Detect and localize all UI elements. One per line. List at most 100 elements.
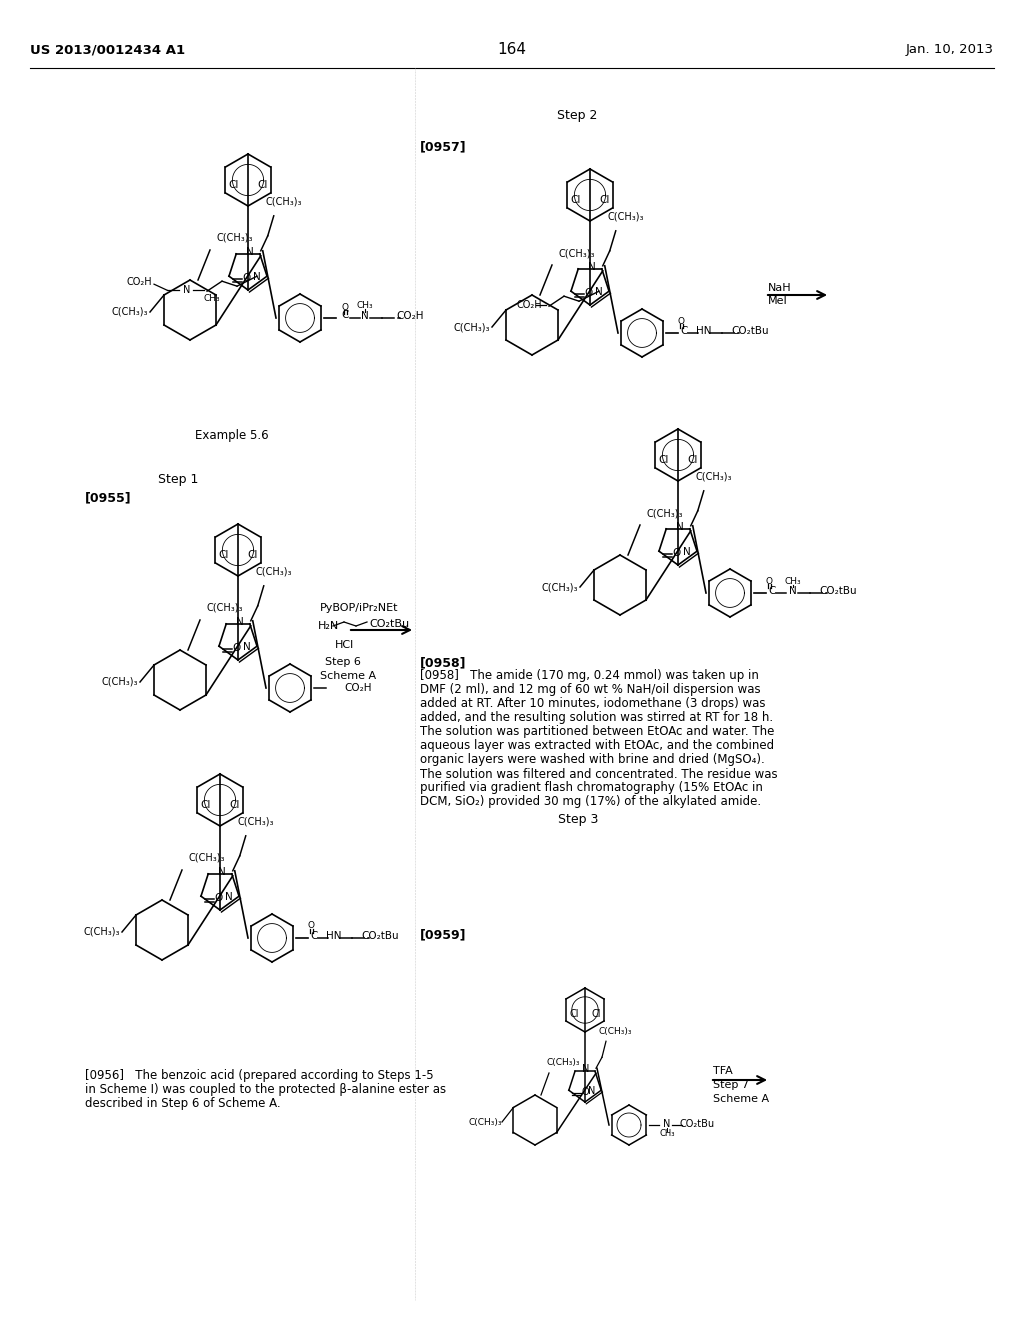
Text: C(CH₃)₃: C(CH₃)₃ [112,308,148,317]
Text: US 2013/0012434 A1: US 2013/0012434 A1 [30,44,185,57]
Text: HN: HN [327,931,342,941]
Text: O: O [215,894,223,903]
Text: C(CH₃)₃: C(CH₃)₃ [207,603,244,612]
Text: N: N [676,521,684,532]
Text: C(CH₃)₃: C(CH₃)₃ [559,248,595,257]
Text: [0959]: [0959] [420,928,467,941]
Text: O: O [678,317,684,326]
Text: PyBOP/iPr₂NEt: PyBOP/iPr₂NEt [319,603,398,612]
Text: O: O [585,288,593,298]
Text: added, and the resulting solution was stirred at RT for 18 h.: added, and the resulting solution was st… [420,711,773,725]
Text: O: O [232,643,241,653]
Text: Scheme A: Scheme A [319,671,376,681]
Text: Cl: Cl [229,800,240,810]
Text: C(CH₃)₃: C(CH₃)₃ [265,197,302,207]
Text: described in Step 6 of Scheme A.: described in Step 6 of Scheme A. [85,1097,281,1110]
Text: 164: 164 [498,42,526,58]
Text: N: N [583,1064,590,1074]
Text: Step 7: Step 7 [713,1080,749,1090]
Text: TFA: TFA [713,1067,733,1076]
Text: Cl: Cl [687,455,697,465]
Text: C(CH₃)₃: C(CH₃)₃ [647,508,683,517]
Text: N: N [253,272,261,282]
Text: O: O [581,1088,589,1097]
Text: H₂N: H₂N [318,620,339,631]
Text: O: O [307,921,314,931]
Text: N: N [589,1086,596,1096]
Text: CH₃: CH₃ [784,578,802,586]
Text: N: N [683,548,691,557]
Text: C(CH₃)₃: C(CH₃)₃ [256,566,292,577]
Text: C(CH₃)₃: C(CH₃)₃ [238,817,274,826]
Text: Cl: Cl [201,800,211,810]
Text: O: O [766,577,772,586]
Text: DMF (2 ml), and 12 mg of 60 wt % NaH/oil dispersion was: DMF (2 ml), and 12 mg of 60 wt % NaH/oil… [420,684,761,697]
Text: C(CH₃)₃: C(CH₃)₃ [84,927,120,937]
Text: purified via gradient flash chromatography (15% EtOAc in: purified via gradient flash chromatograp… [420,781,763,795]
Text: C(CH₃)₃: C(CH₃)₃ [695,471,732,482]
Text: CO₂H: CO₂H [516,300,542,310]
Text: CH₃: CH₃ [356,301,374,310]
Text: [0955]: [0955] [85,491,132,504]
Text: Scheme A: Scheme A [713,1094,769,1104]
Text: [0956]   The benzoic acid (prepared according to Steps 1-5: [0956] The benzoic acid (prepared accord… [85,1068,433,1081]
Text: Cl: Cl [569,1008,579,1019]
Text: Jan. 10, 2013: Jan. 10, 2013 [906,44,994,57]
Text: O: O [341,304,348,313]
Text: Cl: Cl [248,550,258,560]
Text: CO₂tBu: CO₂tBu [680,1119,715,1129]
Text: Step 2: Step 2 [557,108,597,121]
Text: CO₂tBu: CO₂tBu [361,931,398,941]
Text: [0958]   The amide (170 mg, 0.24 mmol) was taken up in: [0958] The amide (170 mg, 0.24 mmol) was… [420,669,759,682]
Text: C: C [768,586,776,597]
Text: CO₂tBu: CO₂tBu [731,326,769,337]
Text: N: N [218,867,225,876]
Text: N: N [595,288,603,297]
Text: N: N [183,285,190,296]
Text: N: N [588,261,596,272]
Text: Cl: Cl [257,180,267,190]
Text: Cl: Cl [228,180,239,190]
Text: Example 5.6: Example 5.6 [195,429,268,441]
Text: N: N [361,312,369,321]
Text: The solution was partitioned between EtOAc and water. The: The solution was partitioned between EtO… [420,726,774,738]
Text: CO₂H: CO₂H [344,682,372,693]
Text: Step 1: Step 1 [158,474,199,487]
Text: Step 3: Step 3 [558,813,598,826]
Text: CO₂H: CO₂H [396,312,424,321]
Text: Cl: Cl [218,550,228,560]
Text: CO₂H: CO₂H [126,277,152,288]
Text: NaH: NaH [768,282,792,293]
Text: N: N [790,586,797,597]
Text: The solution was filtered and concentrated. The residue was: The solution was filtered and concentrat… [420,767,777,780]
Text: CH₃: CH₃ [204,293,220,302]
Text: C(CH₃)₃: C(CH₃)₃ [188,853,225,863]
Text: HCl: HCl [335,640,354,649]
Text: HN: HN [696,326,712,337]
Text: C(CH₃)₃: C(CH₃)₃ [101,677,138,686]
Text: Step 6: Step 6 [325,657,360,667]
Text: N: N [236,616,244,627]
Text: C(CH₃)₃: C(CH₃)₃ [607,211,644,222]
Text: organic layers were washed with brine and dried (MgSO₄).: organic layers were washed with brine an… [420,754,765,767]
Text: MeI: MeI [768,296,787,306]
Text: C: C [680,326,688,337]
Text: added at RT. After 10 minutes, iodomethane (3 drops) was: added at RT. After 10 minutes, iodometha… [420,697,766,710]
Text: C: C [341,310,349,319]
Text: N: N [243,643,251,652]
Text: C(CH₃)₃: C(CH₃)₃ [546,1059,580,1068]
Text: N: N [664,1119,671,1129]
Text: [0957]: [0957] [420,140,467,153]
Text: CH₃: CH₃ [659,1129,675,1138]
Text: [0958]: [0958] [420,656,467,669]
Text: C(CH₃)₃: C(CH₃)₃ [454,322,490,333]
Text: C(CH₃)₃: C(CH₃)₃ [542,582,579,591]
Text: C(CH₃)₃: C(CH₃)₃ [468,1118,502,1126]
Text: N: N [225,892,232,902]
Text: O: O [243,273,251,284]
Text: Cl: Cl [658,455,669,465]
Text: C: C [310,931,317,941]
Text: DCM, SiO₂) provided 30 mg (17%) of the alkylated amide.: DCM, SiO₂) provided 30 mg (17%) of the a… [420,796,761,808]
Text: aqueous layer was extracted with EtOAc, and the combined: aqueous layer was extracted with EtOAc, … [420,739,774,752]
Text: C(CH₃)₃: C(CH₃)₃ [598,1027,632,1036]
